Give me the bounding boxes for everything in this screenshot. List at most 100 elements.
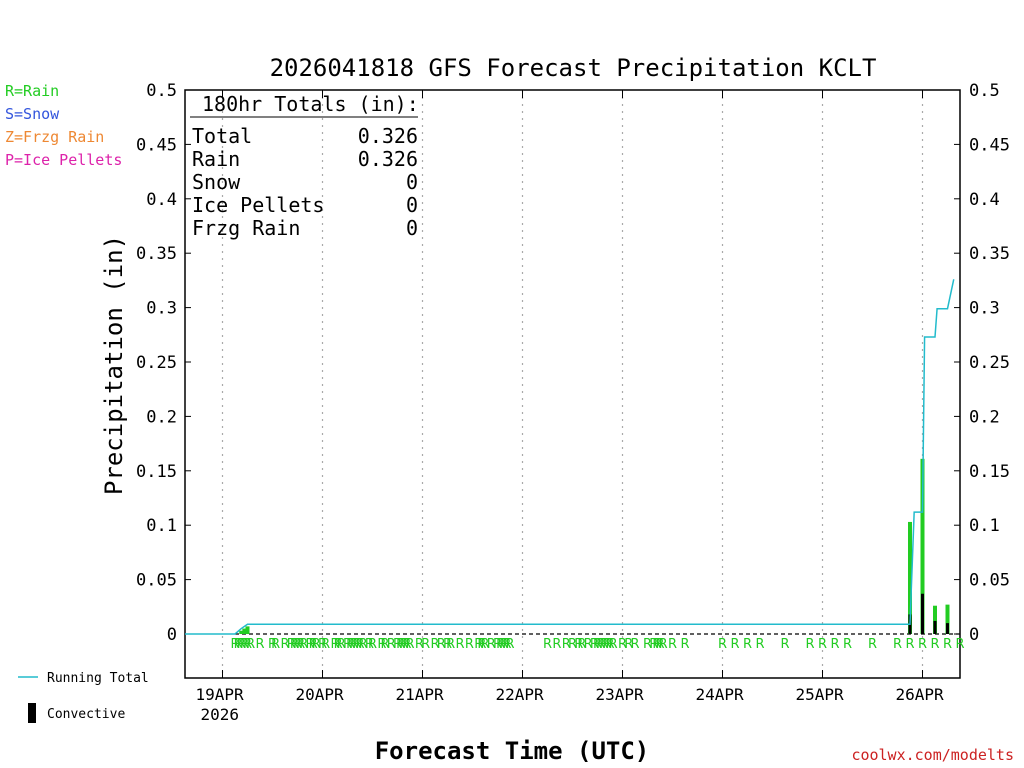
totals-row-value: 0 (406, 170, 418, 194)
precip-type-marker: R (543, 637, 552, 652)
precip-type-marker: R (668, 637, 677, 652)
convective-legend-swatch (28, 703, 36, 723)
precip-type-marker: R (905, 637, 914, 652)
y-tick-label-right: 0.35 (969, 244, 1010, 264)
y-tick-label-left: 0.3 (146, 299, 177, 319)
precip-type-legend-item: Z=Frzg Rain (5, 128, 104, 146)
totals-row-label: Total (192, 124, 252, 148)
precip-bar (239, 630, 244, 634)
x-tick-label: 21APR (396, 685, 445, 704)
precip-type-marker: R (343, 637, 352, 652)
precip-type-marker: R (505, 637, 514, 652)
precip-type-marker: R (487, 637, 496, 652)
precip-type-marker: R (618, 637, 627, 652)
precip-type-marker: R (599, 637, 608, 652)
precip-type-marker: R (499, 637, 508, 652)
y-tick-label-left: 0.5 (146, 81, 177, 101)
totals-row-label: Ice Pellets (192, 193, 324, 217)
y-tick-label-right: 0.3 (969, 299, 1000, 319)
precip-type-marker: R (230, 637, 239, 652)
x-tick-sublabel: 2026 (201, 705, 240, 724)
precip-bar (920, 458, 925, 634)
totals-row-value: 0.326 (358, 124, 418, 148)
precip-type-marker: R (805, 637, 814, 652)
precip-type-marker: R (596, 637, 605, 652)
y-tick-label-left: 0.25 (136, 353, 177, 373)
precip-bars (239, 458, 950, 634)
precip-type-marker: R (318, 637, 327, 652)
precip-type-marker: R (402, 637, 411, 652)
precip-type-marker: R (455, 637, 464, 652)
precip-type-marker: R (577, 637, 586, 652)
precip-type-marker: R (943, 637, 952, 652)
precip-type-marker: R (652, 637, 661, 652)
precip-type-marker: R (955, 637, 964, 652)
precip-type-marker: R (299, 637, 308, 652)
precip-type-marker: R (574, 637, 583, 652)
precip-type-marker: R (287, 637, 296, 652)
precip-type-marker: R (359, 637, 368, 652)
precip-type-marker: R (240, 637, 249, 652)
totals-row-label: Frzg Rain (192, 216, 300, 240)
precip-type-legend-item: S=Snow (5, 105, 60, 123)
precip-type-marker: R (818, 637, 827, 652)
precip-type-marker: R (630, 637, 639, 652)
precip-type-marker: R (584, 637, 593, 652)
precip-bar (245, 626, 250, 634)
precip-type-marker: R (868, 637, 877, 652)
y-tick-label-right: 0.15 (969, 462, 1010, 482)
x-tick-label: 26APR (896, 685, 945, 704)
precip-type-marker: R (280, 637, 289, 652)
totals-row-value: 0 (406, 216, 418, 240)
precip-bar (933, 605, 937, 634)
y-tick-label-left: 0.2 (146, 407, 177, 427)
precip-type-marker: R (437, 637, 446, 652)
y-tick-label-right: 0.05 (969, 571, 1010, 591)
precip-type-marker: R (368, 637, 377, 652)
series-legend: Running Total Convective (18, 671, 149, 723)
y-tick-label-left: 0.45 (136, 135, 177, 155)
precip-type-marker: R (477, 637, 486, 652)
precip-type-marker: R (593, 637, 602, 652)
precip-type-marker: R (296, 637, 305, 652)
precip-type-marker: R (493, 637, 502, 652)
precip-type-marker: R (643, 637, 652, 652)
precip-type-marker: R (465, 637, 474, 652)
precip-type-marker: R (290, 637, 299, 652)
y-tick-label-right: 0.1 (969, 516, 1000, 536)
precip-type-marker: R (609, 637, 618, 652)
precip-type-marker: R (562, 637, 571, 652)
y-tick-label-left: 0.1 (146, 516, 177, 536)
plot-frame (184, 89, 961, 679)
precip-type-marker: R (659, 637, 668, 652)
grid-lines (221, 90, 924, 678)
running-total-polyline (185, 279, 955, 635)
precip-type-marker: R (421, 637, 430, 652)
precip-type-marker: R (337, 637, 346, 652)
precip-type-marker: R (480, 637, 489, 652)
precip-type-marker: R (330, 637, 339, 652)
precip-type-marker: R (649, 637, 658, 652)
precip-type-marker: R (843, 637, 852, 652)
precip-type-marker: R (346, 637, 355, 652)
precip-type-marker: R (568, 637, 577, 652)
y-tick-label-right: 0.45 (969, 135, 1010, 155)
totals-row-label: Snow (192, 170, 241, 194)
precip-type-marker: R (730, 637, 739, 652)
y-tick-label-right: 0.25 (969, 353, 1010, 373)
precip-type-marker: R (930, 637, 939, 652)
convective-bar (946, 623, 949, 634)
y-tick-label-right: 0.5 (969, 81, 1000, 101)
x-tick-label: 23APR (596, 685, 645, 704)
precip-type-marker: R (405, 637, 414, 652)
y-axis-ticks: 0 00.05 0.050.1 0.10.15 0.150.2 0.20.25 0.250.… (136, 81, 1010, 645)
precip-type-marker: R (399, 637, 408, 652)
precip-type-marker: R (443, 637, 452, 652)
y-tick-label-left: 0 (167, 625, 177, 645)
convective-bar (921, 593, 924, 634)
precip-type-legend-item: R=Rain (5, 82, 59, 100)
precip-type-marker: R (446, 637, 455, 652)
precip-type-marker: R (590, 637, 599, 652)
